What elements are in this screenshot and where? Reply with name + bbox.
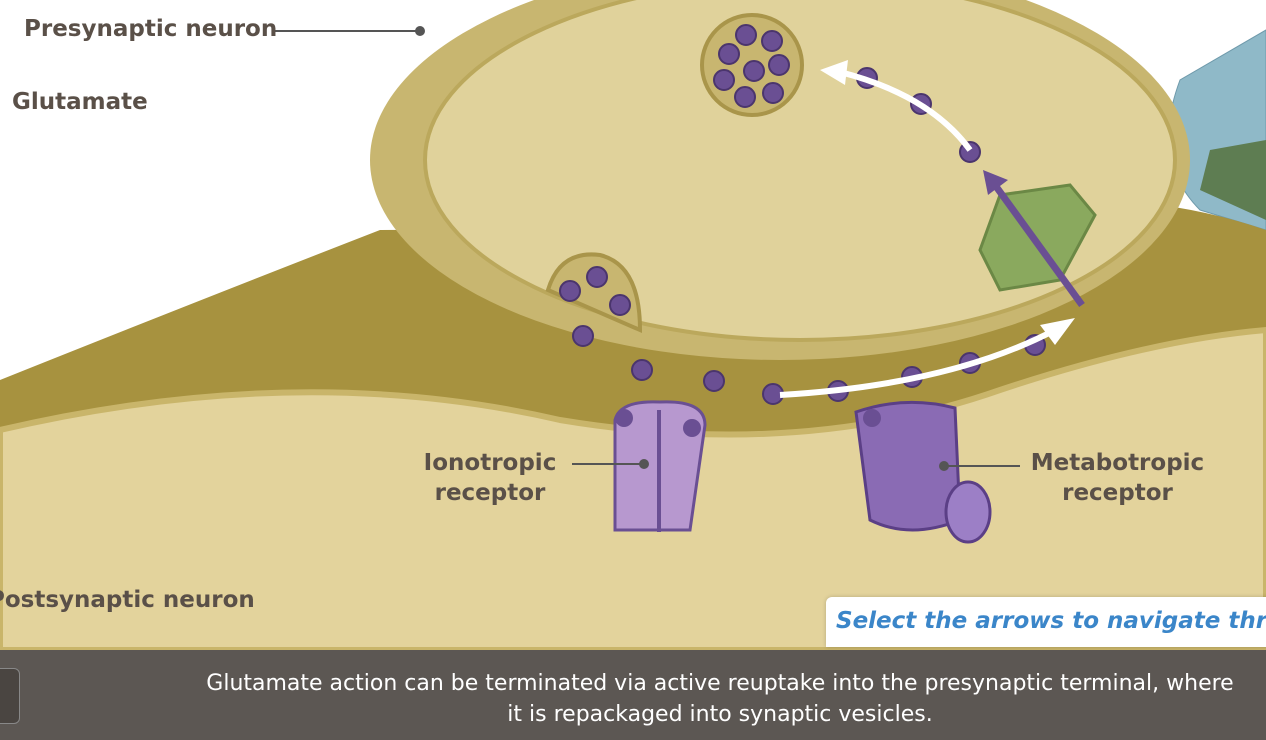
metabotropic-receptor — [854, 400, 962, 532]
glutamate-label: Glutamate — [12, 89, 148, 115]
g-protein — [944, 480, 992, 544]
recycle-arrow — [839, 69, 973, 152]
instruction: Select the arrows to navigate throu — [826, 597, 1266, 647]
metabotropic-label: Metabotropic receptor — [1030, 450, 1205, 506]
diffusion-arrow — [779, 327, 1057, 398]
presynaptic-label: Presynaptic neuron — [24, 16, 278, 42]
bound-glutamate — [863, 409, 881, 427]
reuptake-arrow — [992, 182, 1085, 308]
nav-button[interactable] — [0, 668, 20, 724]
leader-lines — [272, 26, 1020, 471]
ionotropic-label: Ionotropic receptor — [423, 450, 557, 506]
arrow-head — [983, 170, 1008, 195]
arrow-head — [1040, 318, 1075, 345]
caption-bar — [0, 650, 1266, 740]
glial-transporter — [1200, 140, 1266, 220]
bound-glutamate — [615, 409, 633, 427]
caption: Glutamate action can be terminated via a… — [206, 671, 1234, 727]
synapse-illustration — [0, 0, 1266, 650]
bound-glutamate — [683, 419, 701, 437]
arrow-head — [820, 60, 848, 85]
postsynaptic-label: Postsynaptic neuron — [0, 587, 255, 613]
